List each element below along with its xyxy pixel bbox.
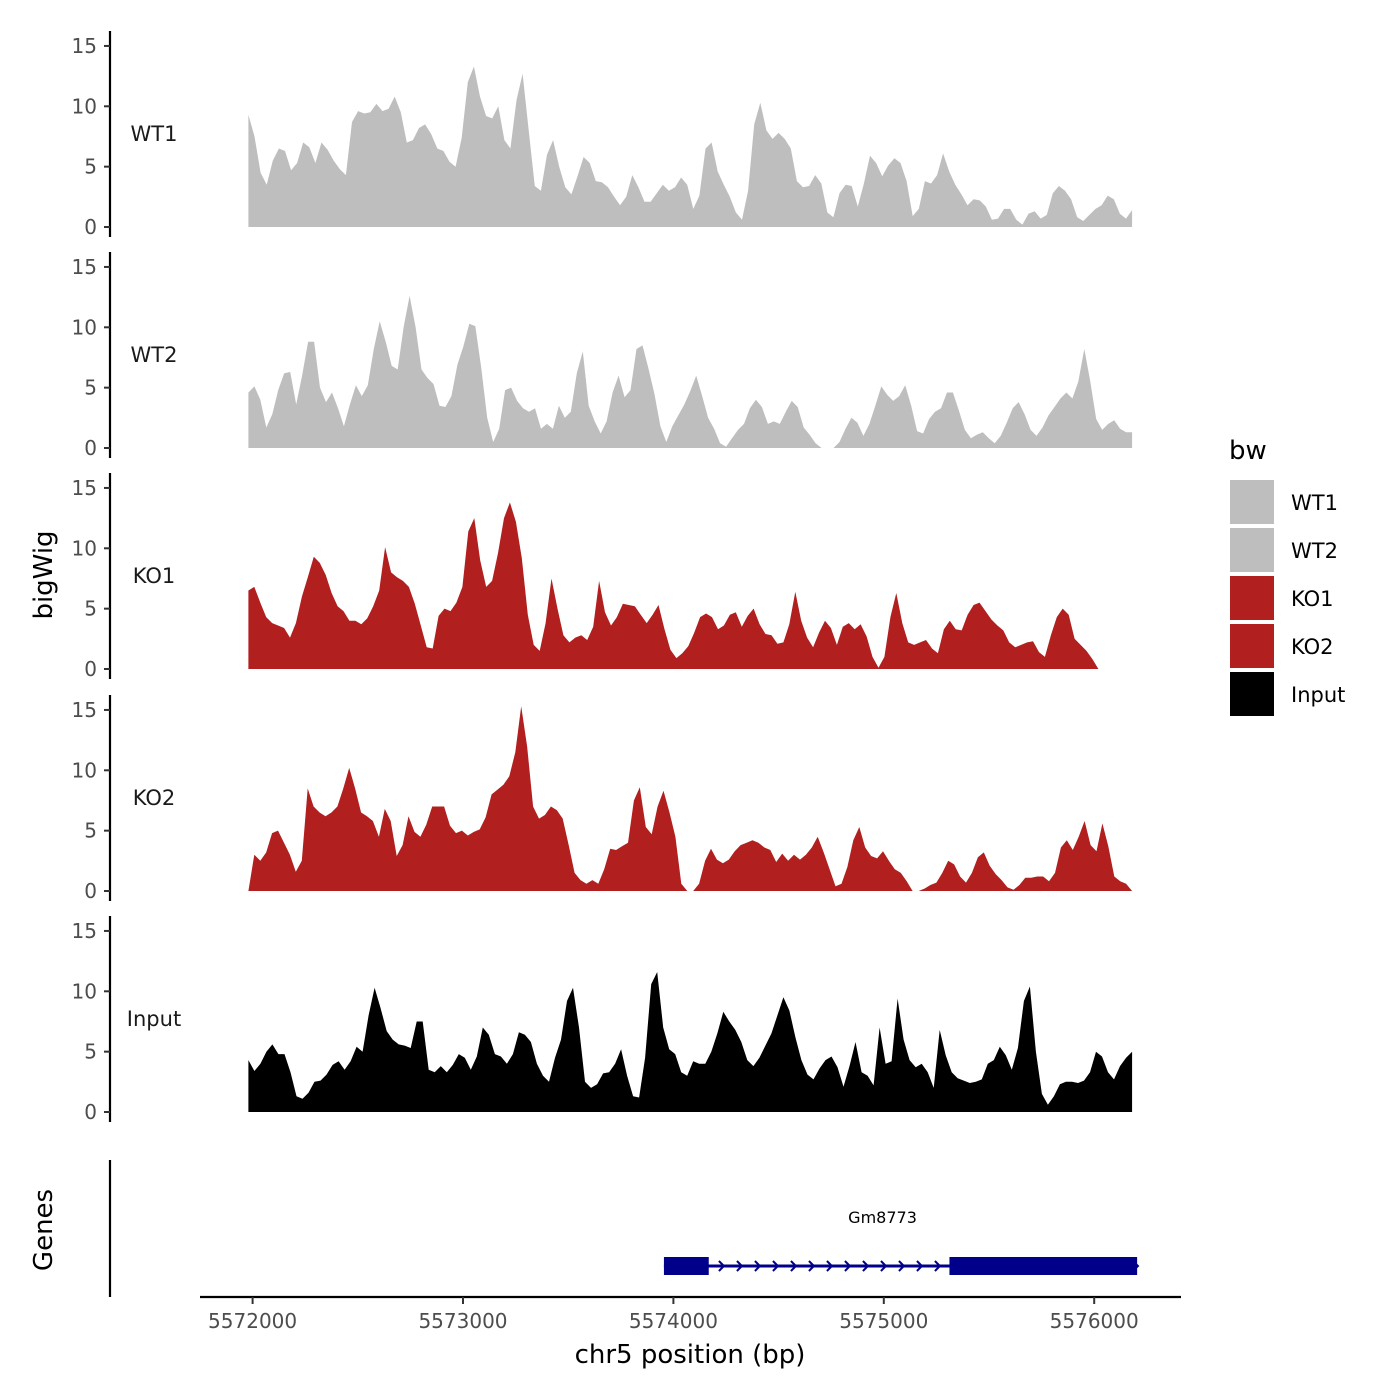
legend-label: WT2	[1291, 539, 1338, 563]
y-tick-label: 10	[72, 536, 97, 560]
track-wt1: 0 5 10 15 WT1	[72, 31, 1133, 239]
legend: WT1 WT2 KO1 KO2 Input	[1230, 480, 1345, 716]
x-tick-label: 5572000	[208, 1309, 297, 1333]
legend-label: WT1	[1291, 491, 1338, 515]
track-label: KO1	[133, 564, 176, 588]
legend-key-ko2	[1230, 624, 1274, 668]
y-tick-label: 15	[72, 919, 97, 943]
strand-arrow-icon	[754, 1260, 762, 1272]
legend-key-wt1	[1230, 480, 1274, 524]
x-tick-label: 5575000	[839, 1309, 928, 1333]
track-label: KO2	[133, 786, 176, 810]
strand-arrow-icon	[772, 1260, 780, 1272]
track-input: 0 5 10 15 Input	[72, 916, 1133, 1124]
track-label: WT2	[131, 343, 178, 367]
gene-exon	[663, 1257, 709, 1275]
signal-area-wt2	[248, 295, 1133, 448]
y-tick-label: 0	[84, 1100, 97, 1124]
genes-panel-title: Genes	[29, 1189, 59, 1271]
y-tick-label: 15	[72, 34, 97, 58]
y-tick-label: 5	[84, 1040, 97, 1064]
y-tick-label: 5	[84, 155, 97, 179]
strand-arrow-icon	[880, 1260, 888, 1272]
tracks: 0 5 10 15 WT1 0 5 10 15 WT2 0 5 10 15 KO1 0 5 10 15 KO2 0 5 10…	[72, 31, 1133, 1124]
strand-arrow-icon	[862, 1260, 870, 1272]
track-label: Input	[127, 1007, 181, 1031]
signal-area-ko2	[248, 706, 1133, 891]
strand-arrow-icon	[844, 1260, 852, 1272]
strand-arrow-icon	[898, 1260, 906, 1272]
strand-arrow-icon	[808, 1260, 816, 1272]
track-wt2: 0 5 10 15 WT2	[72, 252, 1133, 460]
y-tick-label: 10	[72, 94, 97, 118]
track-ko2: 0 5 10 15 KO2	[72, 695, 1133, 903]
gene-gm8773: Gm8773	[663, 1208, 1140, 1275]
y-tick-label: 10	[72, 315, 97, 339]
legend-label: KO1	[1291, 587, 1334, 611]
strand-arrow-icon	[790, 1260, 798, 1272]
signal-area-ko1	[248, 502, 1099, 669]
gene-label: Gm8773	[848, 1208, 917, 1227]
y-tick-label: 15	[72, 698, 97, 722]
strand-arrow-icon	[826, 1260, 834, 1272]
y-tick-label: 5	[84, 597, 97, 621]
strand-arrow-icon	[718, 1260, 726, 1272]
y-axis-title: bigWig	[29, 530, 59, 619]
y-tick-label: 0	[84, 436, 97, 460]
y-tick-label: 15	[72, 255, 97, 279]
x-axis-title: chr5 position (bp)	[575, 1340, 806, 1370]
signal-area-wt1	[248, 66, 1133, 227]
x-tick-label: 5576000	[1050, 1309, 1139, 1333]
legend-title: bw	[1229, 436, 1267, 466]
strand-arrow-icon	[934, 1260, 942, 1272]
y-tick-label: 10	[72, 758, 97, 782]
signal-area-input	[248, 972, 1133, 1112]
y-tick-label: 5	[84, 819, 97, 843]
legend-label: KO2	[1291, 635, 1334, 659]
y-tick-label: 5	[84, 376, 97, 400]
y-tick-label: 10	[72, 979, 97, 1003]
track-ko1: 0 5 10 15 KO1	[72, 473, 1099, 681]
legend-key-input	[1230, 672, 1274, 716]
x-tick-label: 5574000	[629, 1309, 718, 1333]
y-tick-label: 0	[84, 879, 97, 903]
strand-arrow-icon	[916, 1260, 924, 1272]
genes-panel: Gm8773	[108, 1160, 1140, 1297]
gene-exon	[949, 1257, 1138, 1275]
legend-label: Input	[1291, 683, 1345, 707]
track-label: WT1	[131, 122, 178, 146]
x-tick-label: 5573000	[418, 1309, 507, 1333]
y-tick-label: 0	[84, 657, 97, 681]
y-tick-label: 0	[84, 215, 97, 239]
strand-arrow-icon	[736, 1260, 744, 1272]
y-tick-label: 15	[72, 476, 97, 500]
legend-key-ko1	[1230, 576, 1274, 620]
legend-key-wt2	[1230, 528, 1274, 572]
x-axis: 5572000 5573000 5574000 5575000 5576000	[200, 1295, 1181, 1333]
